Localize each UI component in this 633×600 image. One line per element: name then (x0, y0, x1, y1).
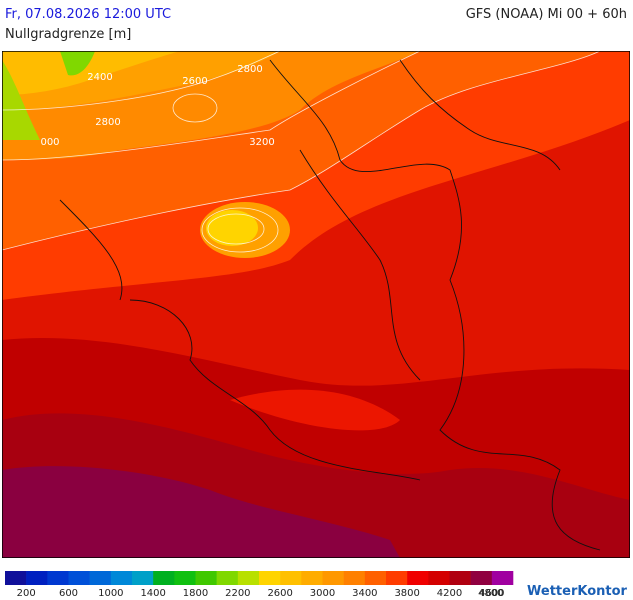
colorbar-label: 600 (59, 588, 78, 599)
colorbar-label: 4800 (478, 588, 503, 599)
colorbar-label: 2600 (267, 588, 292, 599)
contour-label: 000 (40, 137, 59, 148)
colorbar-swatch (26, 571, 48, 585)
colorbar-swatch (280, 571, 302, 585)
colorbar-swatch (364, 571, 387, 585)
datetime: Fr, 07.08.2026 12:00 UTC (5, 7, 171, 22)
colorbar-swatch (237, 571, 260, 585)
colorbar-label: 3800 (394, 588, 419, 599)
colorbar-label: 4200 (437, 588, 462, 599)
colorbar-swatch (110, 571, 133, 585)
colorbar-swatch (343, 571, 366, 585)
contour-label: 2800 (237, 64, 262, 75)
map-field (2, 51, 630, 558)
colorbar-label: 4600 (479, 588, 504, 599)
logo: WetterKontor (527, 584, 628, 599)
colorbar-swatch (449, 571, 471, 585)
colorbar-label: 1800 (183, 588, 208, 599)
colorbar-label: 3000 (310, 588, 335, 599)
colorbar-swatch (491, 571, 514, 585)
colorbar-label: 3400 (352, 588, 377, 599)
colorbar-swatch (428, 571, 450, 585)
colorbar-swatch (132, 571, 154, 585)
colorbar-swatch (174, 571, 196, 585)
colorbar-swatch (386, 571, 408, 585)
colorbar-swatch (407, 571, 429, 585)
colorbar-label: 1000 (98, 588, 123, 599)
contour-label: 3200 (249, 137, 274, 148)
parameter: Nullgradgrenze [m] (5, 27, 131, 42)
colorbar-swatch (322, 571, 344, 585)
colorbar-swatch (68, 571, 90, 585)
colorbar-swatch (153, 571, 175, 585)
contour-label: 2600 (182, 76, 207, 87)
logo-text: WetterKontor (527, 584, 628, 599)
colorbar-label: 1400 (140, 588, 165, 599)
colorbar: 200 600 1000 1400 1800 2200 2600 3000 3400 3800 42… (5, 571, 514, 599)
colorbar-swatch (47, 571, 69, 585)
colorbar-swatch (470, 571, 493, 585)
colorbar-label: 2200 (225, 588, 250, 599)
colorbar-swatch (195, 571, 217, 585)
colorbar-swatch (301, 571, 323, 585)
contour-label: 2800 (95, 117, 120, 128)
contour-label: 2400 (87, 72, 112, 83)
colorbar-swatch (5, 571, 27, 585)
colorbar-swatch (89, 571, 112, 585)
colorbar-label: 200 (17, 588, 36, 599)
model-run: GFS (NOAA) Mi 00 + 60h (466, 7, 627, 22)
contour-labels: 2400 2600 2800 2800 3200 000 (40, 64, 274, 148)
colorbar-swatch (216, 571, 239, 585)
colorbar-swatch (259, 571, 281, 585)
